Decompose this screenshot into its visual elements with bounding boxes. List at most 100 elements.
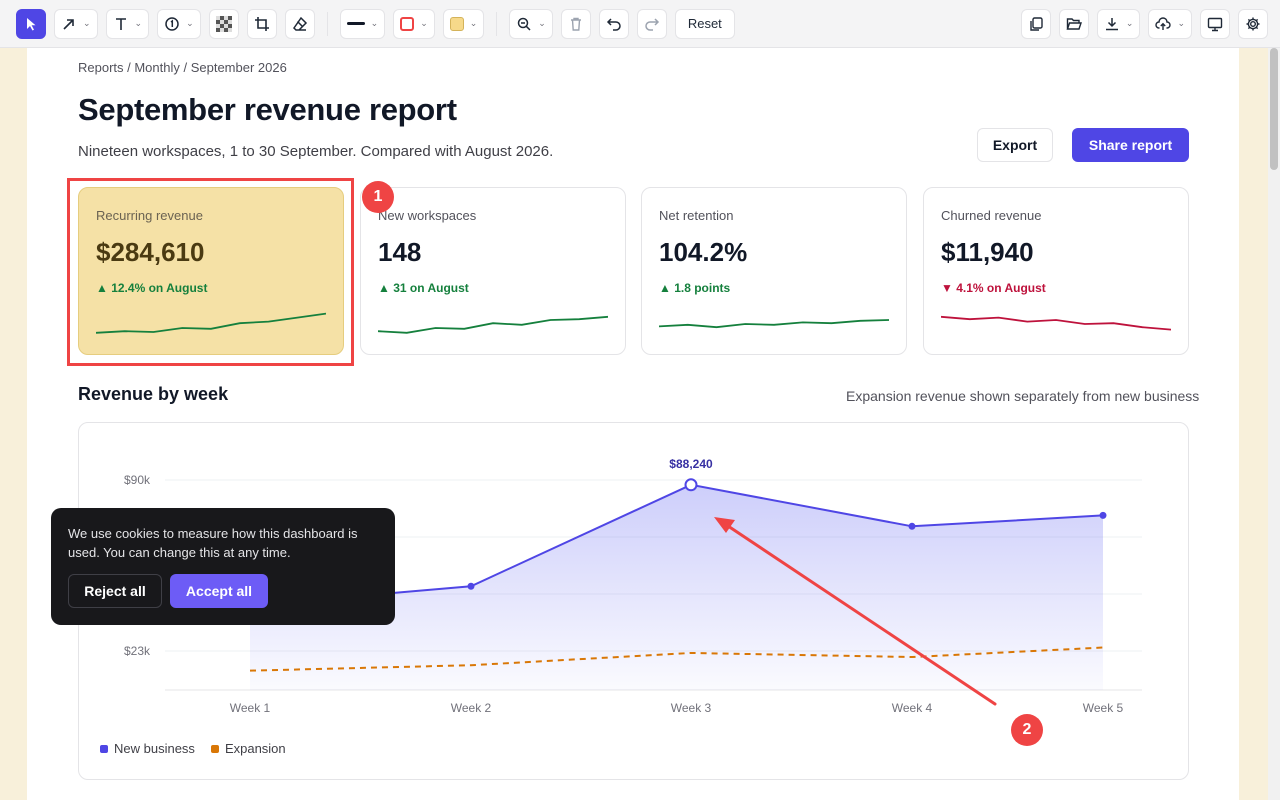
legend-swatch — [100, 744, 108, 753]
cursor-icon — [27, 17, 36, 30]
present-icon — [1207, 17, 1223, 31]
reset-button[interactable]: Reset — [674, 8, 735, 39]
kpi-label: Recurring revenue — [96, 208, 203, 223]
data-point-highlight — [684, 478, 698, 492]
kpi-label: Net retention — [659, 208, 734, 223]
legend-item-expansion: Expansion — [210, 741, 286, 756]
redo-button[interactable] — [636, 8, 667, 39]
chevron-down-icon: ⌄ — [469, 18, 478, 28]
data-point — [908, 522, 916, 530]
kpi-delta: ▼ 4.1% on August — [941, 281, 1046, 295]
annotation-toolbar: ⌄ ⌄ ⌄ ⌄ ⌄ ⌄ ⌄ Reset — [0, 0, 1280, 48]
arrow-icon — [63, 18, 74, 30]
step-marker-2[interactable]: 2 — [1011, 714, 1043, 746]
x-tick-label: Week 1 — [230, 701, 271, 715]
line-width-button[interactable]: ⌄ — [339, 8, 386, 39]
kpi-value: $11,940 — [941, 237, 1034, 267]
delete-button[interactable] — [560, 8, 591, 39]
kpi-card-new-workspaces[interactable]: New workspaces 148 ▲ 31 on August — [360, 187, 626, 355]
settings-icon — [1246, 17, 1260, 30]
breadcrumb: Reports / Monthly / September 2026 — [78, 60, 287, 75]
kpi-value: 148 — [378, 237, 422, 267]
step-marker-1[interactable]: 1 — [362, 181, 394, 213]
reject-all-button[interactable]: Reject all — [68, 574, 162, 608]
export-button[interactable]: Export — [977, 128, 1053, 162]
kpi-delta: ▲ 1.8 points — [659, 281, 731, 295]
page-title: September revenue report — [78, 92, 457, 127]
pixelate-icon — [215, 15, 232, 32]
data-point — [467, 582, 475, 590]
text-icon — [115, 17, 126, 30]
upload-cloud-icon — [1155, 16, 1172, 30]
kpi-value: 104.2% — [659, 237, 748, 267]
kpi-card-churned-revenue[interactable]: Churned revenue $11,940 ▼ 4.1% on August — [923, 187, 1189, 355]
copy-button[interactable] — [1020, 8, 1051, 39]
stroke-color-icon — [400, 16, 415, 31]
chart-legend: New business Expansion — [100, 741, 286, 756]
accept-all-button[interactable]: Accept all — [170, 574, 268, 608]
open-folder-icon — [1066, 17, 1082, 30]
chevron-down-icon: ⌄ — [420, 18, 428, 28]
eraser-tool-button[interactable] — [284, 8, 315, 39]
fill-color-button[interactable]: ⌄ — [442, 8, 485, 39]
cookie-actions: Reject all Accept all — [68, 574, 268, 608]
legend-swatch — [210, 744, 219, 753]
undo-icon — [606, 17, 621, 31]
number-marker-tool-button[interactable]: ⌄ — [157, 8, 201, 39]
zoom-out-icon — [518, 17, 531, 31]
copy-icon — [1030, 16, 1043, 31]
open-button[interactable] — [1058, 8, 1089, 39]
section-title: Revenue by week — [78, 384, 229, 404]
chevron-down-icon: ⌄ — [1177, 18, 1185, 28]
download-icon — [1105, 17, 1118, 30]
data-point — [1099, 511, 1107, 519]
number-marker-icon — [165, 16, 179, 31]
legend-label: New business — [114, 741, 195, 756]
legend-label: Expansion — [224, 741, 286, 756]
undo-button[interactable] — [598, 8, 629, 39]
eraser-icon — [292, 16, 307, 31]
kpi-value: $284,610 — [96, 237, 205, 267]
page-scrollbar[interactable] — [1268, 48, 1280, 800]
legend-item-new-business: New business — [100, 741, 195, 756]
report-page: Reports / Monthly / September 2026 Septe… — [27, 48, 1239, 800]
crop-icon — [254, 16, 269, 31]
kpi-label: Churned revenue — [941, 208, 1042, 223]
arrow-tool-button[interactable]: ⌄ — [54, 8, 98, 39]
x-tick-label: Week 4 — [892, 701, 933, 715]
toolbar-divider — [326, 11, 328, 36]
trash-icon — [570, 17, 581, 31]
data-label-peak: $88,240 — [669, 457, 713, 471]
chevron-down-icon: ⌄ — [1125, 18, 1134, 28]
toolbar-divider — [496, 11, 498, 36]
scrollbar-thumb[interactable] — [1270, 48, 1278, 170]
kpi-card-net-retention[interactable]: Net retention 104.2% ▲ 1.8 points — [641, 187, 907, 355]
kpi-sparkline — [96, 312, 326, 334]
pixelate-tool-button[interactable] — [208, 8, 239, 39]
kpi-label: New workspaces — [378, 208, 477, 223]
crop-tool-button[interactable] — [246, 8, 277, 39]
download-button[interactable]: ⌄ — [1096, 8, 1141, 39]
y-tick-label: $23k — [124, 644, 151, 658]
section-note: Expansion revenue shown separately from … — [846, 388, 1200, 404]
kpi-sparkline — [941, 315, 1171, 331]
kpi-card-recurring-revenue[interactable]: Recurring revenue $284,610 ▲ 12.4% on Au… — [78, 187, 344, 355]
cookie-banner: We use cookies to measure how this dashb… — [51, 508, 395, 625]
line-width-icon — [346, 22, 365, 25]
present-button[interactable] — [1200, 8, 1230, 39]
settings-button[interactable] — [1238, 8, 1268, 39]
kpi-sparkline — [378, 315, 608, 334]
redo-icon — [645, 17, 659, 31]
highlight-rectangle[interactable] — [67, 178, 354, 366]
kpi-delta: ▲ 12.4% on August — [96, 281, 208, 295]
fill-color-icon — [449, 16, 464, 31]
stroke-color-button[interactable]: ⌄ — [393, 8, 435, 39]
upload-button[interactable]: ⌄ — [1148, 8, 1192, 39]
select-tool-button[interactable] — [16, 8, 46, 39]
zoom-out-button[interactable]: ⌄ — [509, 8, 553, 39]
x-tick-label: Week 2 — [451, 701, 492, 715]
page-subtitle: Nineteen workspaces, 1 to 30 September. … — [78, 143, 554, 160]
chevron-down-icon: ⌄ — [186, 18, 194, 28]
share-report-button[interactable]: Share report — [1072, 128, 1189, 162]
text-tool-button[interactable]: ⌄ — [105, 8, 150, 39]
